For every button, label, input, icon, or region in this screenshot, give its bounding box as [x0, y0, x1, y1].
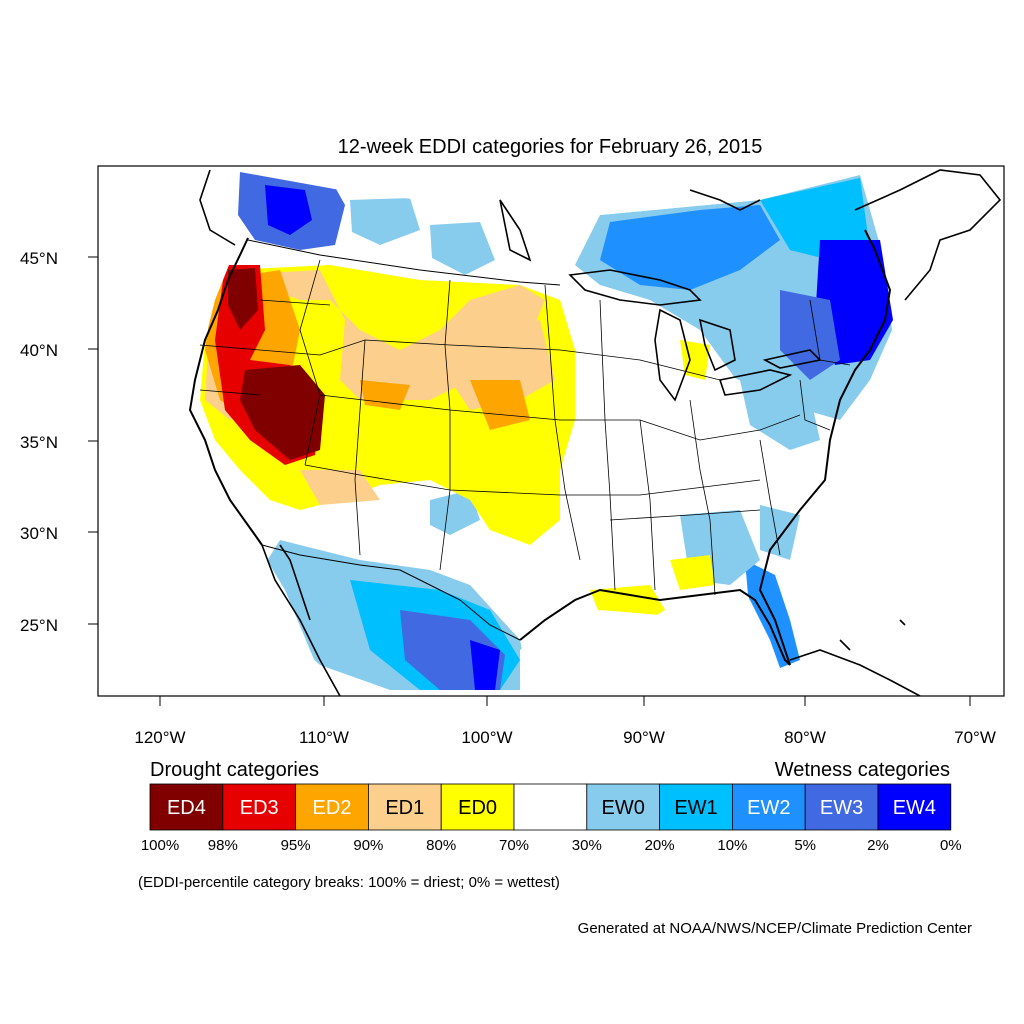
legend-break-label: 0%: [940, 837, 962, 854]
lat-label-40: 40°N: [20, 341, 58, 360]
legend-break-label: 70%: [499, 837, 529, 854]
map-panel: [97, 165, 1005, 697]
lon-label-120: 120°W: [134, 728, 185, 747]
lat-label-45: 45°N: [20, 249, 58, 268]
legend-label-ew0: EW0: [602, 797, 645, 819]
map-title: 12-week EDDI categories for February 26,…: [338, 136, 763, 158]
lat-label-25: 25°N: [20, 616, 58, 635]
legend-break-label: 30%: [572, 837, 602, 854]
legend-label-ed4: ED4: [167, 797, 206, 819]
legend-break-label: 20%: [645, 837, 675, 854]
legend-swatch-ed4: [149, 783, 224, 831]
legend-swatch-ew0: [586, 783, 660, 831]
legend-color-bar: ED4 ED3 ED2 ED1 ED0 EW0 EW1 EW2 EW3 EW4: [149, 783, 952, 831]
legend-swatch-ed0: [440, 783, 515, 831]
lon-label-80: 80°W: [784, 728, 826, 747]
longitude-axis: 120°W 110°W 100°W 90°W 80°W 70°W: [134, 696, 996, 747]
legend-label-ew3: EW3: [820, 797, 863, 819]
legend-break-label: 95%: [281, 837, 311, 854]
coastlines-and-borders: [188, 169, 1002, 696]
legend-label-ew4: EW4: [893, 797, 936, 819]
legend-swatch-ew4: [877, 783, 952, 831]
legend: Drought categories Wetness categories ED…: [138, 759, 962, 891]
drought-field: [200, 265, 715, 625]
legend-swatch-ew2: [732, 783, 806, 831]
state-boundaries: [199, 259, 851, 596]
legend-break-label: 2%: [867, 837, 889, 854]
lon-label-110: 110°W: [299, 728, 349, 747]
legend-swatch-ed2: [295, 783, 369, 831]
legend-break-label: 98%: [208, 837, 238, 854]
legend-label-ed1: ED1: [385, 797, 424, 819]
lat-label-30: 30°N: [20, 524, 58, 543]
lat-label-35: 35°N: [20, 433, 58, 452]
legend-break-label: 5%: [794, 837, 816, 854]
legend-break-label: 10%: [717, 837, 747, 854]
credit-line: Generated at NOAA/NWS/NCEP/Climate Predi…: [578, 920, 972, 937]
legend-label-ed3: ED3: [240, 797, 279, 819]
drought-categories-heading: Drought categories: [150, 759, 319, 781]
category-break-note: (EDDI-percentile category breaks: 100% =…: [138, 874, 560, 891]
legend-swatch-ew1: [659, 783, 733, 831]
lon-label-90: 90°W: [623, 728, 665, 747]
legend-break-label: 90%: [353, 837, 383, 854]
legend-swatch-ed3: [222, 783, 297, 831]
wetness-categories-heading: Wetness categories: [775, 759, 950, 781]
legend-swatch-neutral: [513, 783, 588, 831]
lon-label-100: 100°W: [461, 728, 512, 747]
legend-label-ew1: EW1: [674, 797, 717, 819]
legend-break-label: 100%: [141, 837, 179, 854]
legend-label-ed0: ED0: [458, 797, 497, 819]
legend-label-ew2: EW2: [747, 797, 790, 819]
lon-label-70: 70°W: [954, 728, 996, 747]
ocean-mask: [98, 166, 1004, 696]
legend-break-label: 80%: [426, 837, 456, 854]
legend-swatch-ew3: [804, 783, 879, 831]
legend-label-ed2: ED2: [313, 797, 352, 819]
legend-break-labels: 100% 98% 95% 90% 80% 70% 30% 20% 10% 5% 2% 0%: [141, 837, 962, 854]
latitude-axis: 45°N 40°N 35°N 30°N 25°N: [20, 249, 98, 635]
